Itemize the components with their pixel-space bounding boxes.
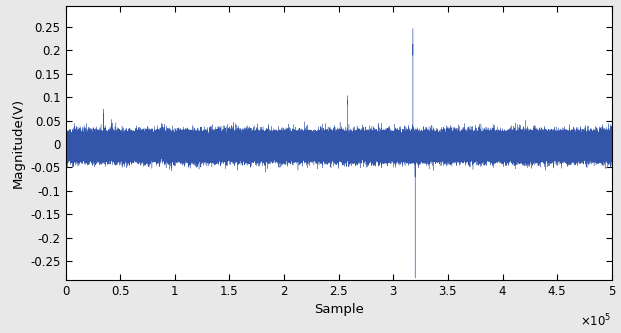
Text: $\times 10^5$: $\times 10^5$: [581, 313, 612, 330]
Y-axis label: Magnitude(V): Magnitude(V): [12, 98, 25, 188]
X-axis label: Sample: Sample: [314, 303, 363, 316]
